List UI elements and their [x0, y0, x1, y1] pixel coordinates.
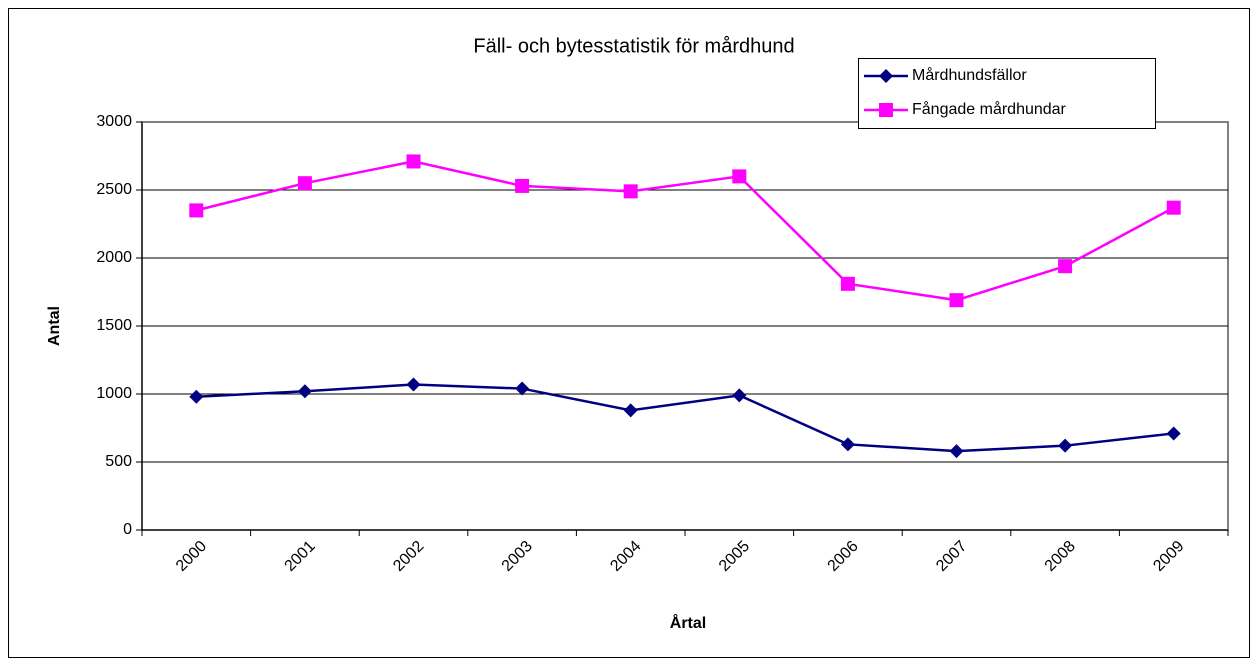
- marker: [406, 377, 421, 392]
- marker: [515, 381, 530, 396]
- y-tick-label: 0: [123, 521, 132, 538]
- marker: [732, 388, 747, 403]
- legend-label: Mårdhundsfällor: [912, 66, 1027, 84]
- marker: [1058, 438, 1073, 453]
- series-line: [196, 383, 1174, 453]
- y-axis-title: Antal: [46, 306, 63, 346]
- marker: [949, 444, 964, 459]
- marker: [189, 389, 204, 404]
- marker: [840, 437, 855, 452]
- legend-box: [858, 58, 1156, 129]
- marker: [732, 169, 747, 184]
- y-tick-label: 500: [105, 453, 132, 470]
- marker: [515, 178, 530, 193]
- series-line: [195, 160, 1175, 302]
- marker: [879, 103, 893, 117]
- y-tick-label: 1500: [96, 317, 132, 334]
- marker: [1166, 200, 1181, 215]
- marker: [879, 69, 893, 83]
- marker: [297, 176, 312, 191]
- marker: [189, 203, 204, 218]
- marker: [1058, 259, 1073, 274]
- y-tick-label: 3000: [96, 113, 132, 130]
- marker: [297, 384, 312, 399]
- chart-title: Fäll- och bytesstatistik för mårdhund: [473, 35, 794, 57]
- x-axis-title: Årtal: [670, 613, 706, 632]
- legend-label: Fångade mårdhundar: [912, 100, 1067, 118]
- marker: [949, 293, 964, 308]
- y-tick-label: 2500: [96, 181, 132, 198]
- marker: [840, 276, 855, 291]
- marker: [623, 403, 638, 418]
- marker: [406, 154, 421, 169]
- marker: [623, 184, 638, 199]
- marker: [1166, 426, 1181, 441]
- y-tick-label: 2000: [96, 249, 132, 266]
- y-tick-label: 1000: [96, 385, 132, 402]
